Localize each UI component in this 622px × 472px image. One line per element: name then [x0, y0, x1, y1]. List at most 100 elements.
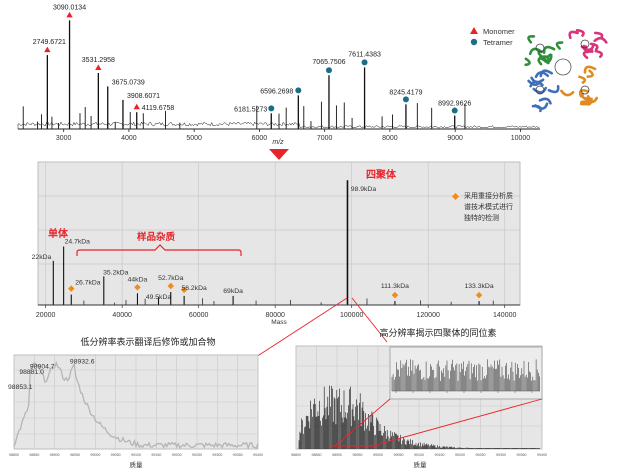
- deconvoluted-peak-label: 22kDa: [32, 254, 52, 261]
- deconvoluted-peak-label: 24.7kDa: [65, 239, 91, 246]
- high-resolution-tick-label: 99100: [414, 453, 424, 457]
- monomer-label: 单体: [48, 227, 69, 240]
- high-resolution-tick-label: 99050: [394, 453, 404, 457]
- diamond-marker-icon: [451, 192, 460, 201]
- native-ms-peak-label: 7611.4383: [348, 51, 381, 58]
- low-resolution-tick-label: 99300: [212, 453, 222, 457]
- low-resolution-peak-label: 98853.1: [8, 384, 33, 391]
- method-legend-line-2: 谱技术模式进行: [464, 202, 513, 211]
- ribbon-strand: [542, 45, 556, 54]
- ribbon-strand: [582, 50, 590, 60]
- low-resolution-tick-label: 99250: [192, 453, 202, 457]
- deconvoluted-peak-label: 26.7kDa: [75, 280, 101, 287]
- ribbon-strand: [534, 71, 550, 79]
- native-ms-peak-label: 2749.6721: [33, 39, 66, 46]
- high-resolution-tick-label: 99200: [455, 453, 465, 457]
- low-resolution-title: 低分辨率表示翻译后修饰或加合物: [80, 336, 215, 348]
- deconvoluted-x-label: Mass: [271, 319, 287, 326]
- deconvoluted-grid: [38, 162, 520, 305]
- high-resolution-tick-label: 99250: [476, 453, 486, 457]
- ribbon-strand: [527, 35, 536, 44]
- monomer-triangle-icon: [44, 46, 51, 53]
- high-resolution-ticks: 98800 98850 98900 98950 99000 99050 99100 99150…: [291, 453, 547, 457]
- low-resolution-x-label: 质量: [130, 460, 144, 469]
- diamond-marker-icon: [475, 291, 483, 299]
- native-ms-tick-label: 4000: [121, 135, 137, 142]
- deconvoluted-peak-label: 111.3kDa: [381, 283, 409, 290]
- method-legend: 采用重接分析质 谱技术模式进行 独特的检测: [451, 191, 513, 222]
- inset-ticks: [395, 391, 533, 393]
- native-ms-chart: 2749.6721 3090.0134 3531.2958 3675.0739 3908…: [17, 4, 540, 146]
- deconvoluted-peak-label: 56.2kDa: [181, 285, 207, 292]
- deconvoluted-peak-label: 49.5kDa: [146, 294, 172, 301]
- ribbon-strand: [586, 69, 594, 78]
- down-arrow-icon: [269, 149, 289, 160]
- tetramer-ribbon-image: [524, 29, 608, 113]
- native-ms-tick-label: 6000: [252, 135, 268, 142]
- ribbon-strand: [583, 65, 597, 74]
- tetramer-circle-icon: [361, 59, 368, 66]
- impurity-brace: [76, 244, 242, 256]
- tetramer-circle-icon: [402, 96, 409, 103]
- high-resolution-x-label: 质量: [414, 460, 428, 469]
- low-resolution-tick-label: 99200: [172, 453, 182, 457]
- native-ms-peak-label: 3090.0134: [53, 4, 86, 11]
- low-resolution-tick-label: 98800: [9, 453, 19, 457]
- high-resolution-chart: 高分辨率揭示四聚体的同位素 98800 98850 98900 98950 99000 9…: [291, 327, 547, 469]
- high-resolution-tick-label: 98900: [332, 453, 342, 457]
- native-ms-tick-label: 7000: [317, 135, 333, 142]
- native-ms-legend: Monomer Tetramer: [470, 27, 515, 47]
- impurity-label: 样品杂质: [137, 231, 176, 243]
- high-resolution-tick-label: 98850: [312, 453, 322, 457]
- ribbon-coil: [580, 39, 590, 49]
- low-resolution-tick-label: 99100: [131, 453, 141, 457]
- deconvoluted-peak-label: 133.3kDa: [465, 283, 494, 290]
- native-ms-peak-label: 3531.2958: [82, 57, 115, 64]
- ribbon-strand: [537, 56, 546, 66]
- deconvoluted-peak-label: 52.7kDa: [158, 275, 184, 282]
- tetramer-circle-icon: [295, 87, 302, 94]
- native-ms-peak-label: 3908.6071: [127, 93, 160, 100]
- ribbon-strand: [594, 49, 603, 58]
- ribbon-strand: [589, 42, 599, 51]
- zoom-connector-right: [351, 297, 388, 343]
- native-ms-tick-label: 3000: [56, 135, 72, 142]
- native-ms-tick-label: 5000: [186, 135, 202, 142]
- deconvoluted-peak-label: 44kDa: [128, 276, 148, 283]
- monomer-triangle-icon: [95, 64, 102, 70]
- deconvoluted-peak-label: 35.2kDa: [103, 269, 129, 276]
- inset-isotope-peaks: [391, 359, 540, 392]
- deconvoluted-tick-label: 120000: [417, 312, 440, 319]
- ribbon-strand: [547, 85, 560, 94]
- legend-tetramer-label: Tetramer: [483, 38, 513, 47]
- tetramer-circle-icon: [451, 107, 458, 114]
- deconvoluted-peak-label: 98.9kDa: [351, 186, 377, 193]
- tetramer-circle-icon: [268, 105, 275, 112]
- method-legend-line-1: 采用重接分析质: [464, 191, 513, 200]
- tetramer-label: 四聚体: [366, 168, 397, 181]
- native-ms-tick-label: 9000: [447, 135, 463, 142]
- native-ms-ticks: 3000 4000 5000 6000 7000 8000 9000 10000: [56, 129, 530, 142]
- high-resolution-tick-label: 99150: [435, 453, 445, 457]
- ribbon-strand: [593, 36, 608, 44]
- low-resolution-tick-label: 99050: [111, 453, 121, 457]
- native-ms-peak-label: 3675.0739: [112, 79, 145, 86]
- ribbon-strand: [584, 45, 594, 53]
- native-ms-peak-label: 8992.9626: [438, 101, 471, 108]
- native-ms-baseline: [17, 121, 540, 129]
- ribbon-strand: [538, 97, 552, 105]
- low-resolution-tick-label: 99000: [90, 453, 100, 457]
- native-ms-tick-label: 10000: [511, 135, 531, 142]
- deconvoluted-tick-label: 140000: [493, 312, 516, 319]
- deconvoluted-peak-label: 69kDa: [223, 288, 243, 295]
- high-resolution-isotope-peaks: [298, 385, 540, 449]
- deconvoluted-tick-label: 100000: [340, 312, 363, 319]
- ribbon-coil: [535, 85, 545, 95]
- ribbon-coil: [580, 85, 590, 95]
- native-ms-x-label: m/z: [272, 139, 284, 146]
- ribbon-strand: [524, 57, 531, 67]
- low-resolution-tick-label: 99350: [233, 453, 243, 457]
- deconvoluted-ticks: 20000 40000 60000 80000 100000 120000 140000: [36, 305, 516, 319]
- low-resolution-peak-label: 98932.6: [70, 359, 95, 366]
